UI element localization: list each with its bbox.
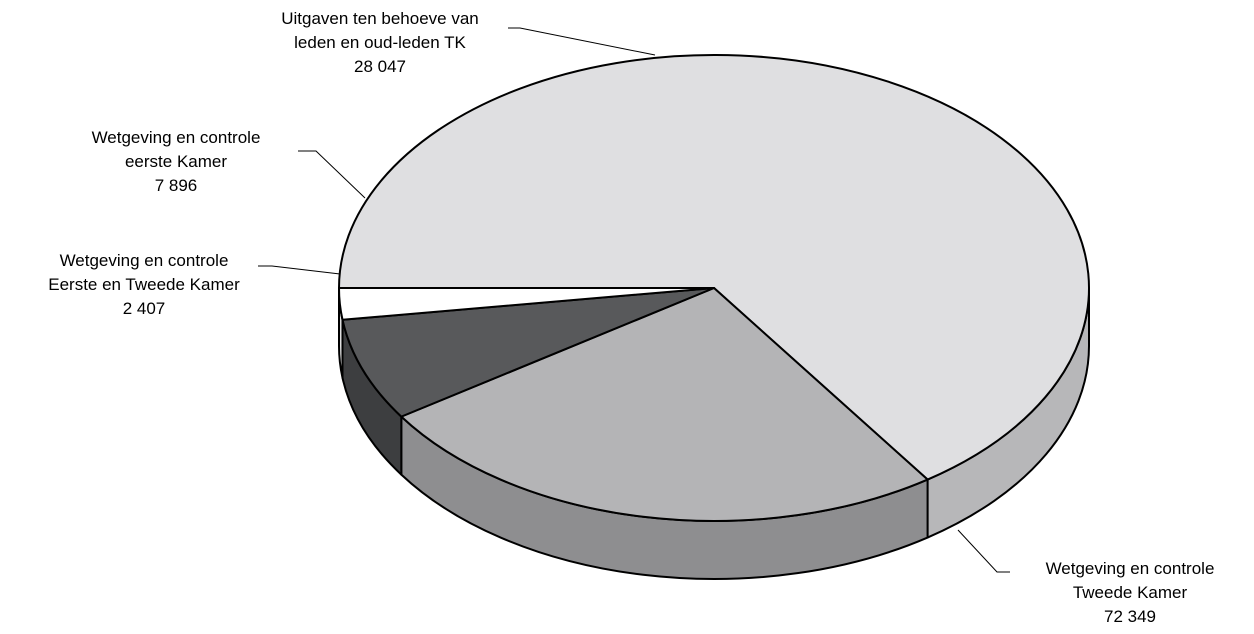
pie-slices (339, 55, 1089, 521)
slice-label-line-0-0: Wetgeving en controle (1046, 559, 1215, 578)
leader-line-3 (258, 266, 340, 274)
slice-value-label-2: 7 896 (155, 176, 198, 195)
slice-label-line-1-1: leden en oud-leden TK (294, 33, 466, 52)
slice-value-label-3: 2 407 (123, 299, 166, 318)
slice-label-line-0-1: Tweede Kamer (1073, 583, 1188, 602)
slice-label-line-3-0: Wetgeving en controle (60, 251, 229, 270)
leader-line-0 (958, 530, 1010, 572)
leader-line-1 (508, 28, 655, 55)
slice-label-line-2-0: Wetgeving en controle (92, 128, 261, 147)
leader-line-2 (298, 151, 365, 198)
slice-label-line-3-1: Eerste en Tweede Kamer (48, 275, 240, 294)
slice-label-line-1-0: Uitgaven ten behoeve van (281, 9, 479, 28)
slice-value-label-0: 72 349 (1104, 607, 1156, 626)
slice-value-label-1: 28 047 (354, 57, 406, 76)
slice-label-line-2-1: eerste Kamer (125, 152, 227, 171)
